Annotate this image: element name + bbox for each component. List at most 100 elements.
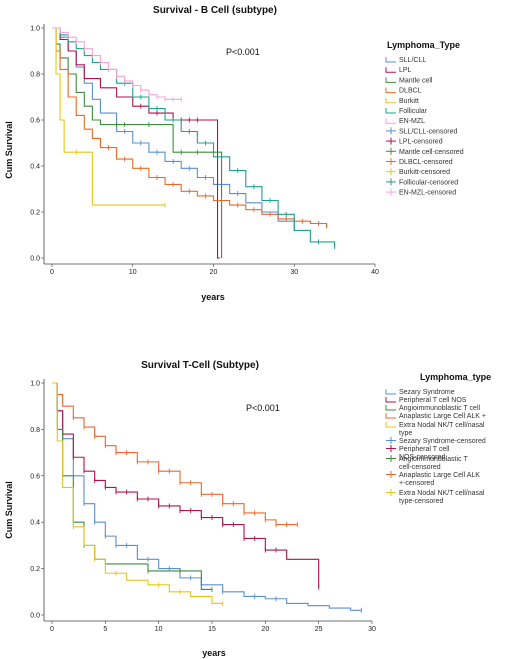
survival-curve-extra-nodal-nk-t-cell-nasal-type (52, 382, 223, 604)
legend-label: Follicular-censored (399, 179, 458, 186)
survival-curve-dlbcl (52, 27, 328, 229)
legend-label: Angioimmunoblastic T (399, 456, 468, 463)
legend-line-swatch (385, 108, 396, 114)
series-extra-nodal-nk-t-cell-nasal-type (52, 382, 224, 606)
survival-curve-sll-cll (52, 27, 295, 231)
legend-label: cell-censored (399, 464, 441, 471)
y-tick-label: 0.4 (30, 520, 40, 527)
legend-label: Sezary Syndrome (399, 389, 455, 396)
legend-label: Peripheral T cell (399, 446, 450, 453)
series-anaplastic-large-cell-alk (52, 382, 298, 528)
legend-entry: LPL (385, 67, 412, 74)
x-tick-label: 5 (103, 626, 107, 633)
legend-entry: Burkitt (385, 97, 419, 105)
legend: SLL/CLL LPL Mantle cell DLBCL Burkitt Follicu… (385, 57, 464, 197)
survival-curve-sezary-syndrome (52, 382, 362, 611)
x-tick-label: 15 (208, 626, 216, 633)
legend-label: Extra Nodal NK/T cell/nasal (399, 422, 485, 429)
legend-entry: SLL/CLL (385, 57, 426, 64)
y-axis-label: Cum Survival (4, 481, 14, 539)
x-tick-label: 30 (368, 626, 376, 633)
legend-label: Extra Nodal NK/T cell/nasal (399, 490, 485, 497)
legend-entry: Burkitt-censored (386, 168, 450, 176)
plot-area: 0 5 10 15 20 25 30 0.0 0.2 0.4 0.6 0.8 1.0 (30, 379, 376, 633)
t-cell-survival-chart: Survival T-Cell (Subtype) P<0.001 years … (4, 360, 491, 658)
series-sezary-syndrome (52, 382, 362, 613)
series-follicular (52, 27, 336, 249)
x-tick-label: 10 (155, 626, 163, 633)
legend-entry: EN-MZL (385, 118, 425, 125)
series-sll-cll (52, 27, 295, 231)
legend-label: type-censored (399, 498, 443, 505)
legend-entry: Sezary Syndrome-censored (386, 437, 486, 445)
legend-line-swatch (385, 397, 396, 403)
legend-entry: Follicular-censored (386, 178, 458, 186)
y-tick-label: 0.8 (30, 72, 40, 79)
legend-line-swatch (385, 405, 396, 411)
y-tick-label: 0.8 (30, 427, 40, 434)
legend-label: EN-MZL-censored (399, 190, 456, 197)
y-tick-label: 1.0 (30, 26, 40, 33)
survival-curve-peripheral-t-cell-nos (52, 382, 320, 588)
legend-label: Burkitt-censored (399, 169, 450, 176)
legend-entry: DLBCL-censored (386, 158, 453, 166)
legend-entry: Anaplastic Large Cell ALK+-censored (386, 471, 480, 487)
legend-label: Mantle cell (399, 77, 433, 84)
x-axis-label: years (201, 292, 225, 302)
legend-entry: LPL-censored (386, 137, 443, 146)
legend-label: Burkitt (399, 98, 419, 105)
legend-entry: Peripheral T cell NOS (385, 397, 467, 404)
survival-curve-follicular (52, 27, 336, 247)
legend-entry: DLBCL (385, 88, 422, 95)
x-tick-label: 20 (261, 626, 269, 633)
x-tick-label: 0 (50, 269, 54, 276)
series-dlbcl (52, 27, 328, 229)
x-tick-label: 0 (50, 626, 54, 633)
legend-line-swatch (385, 57, 396, 63)
legend-line-swatch (385, 77, 396, 83)
legend-entry: Mantle cell-censored (386, 147, 464, 156)
y-tick-label: 0.6 (30, 473, 40, 480)
legend-entry: Follicular (385, 108, 428, 115)
p-value-annotation: P<0.001 (226, 47, 260, 57)
x-tick-label: 30 (290, 269, 298, 276)
legend-label: Angioimmunoblastic T cell (399, 405, 481, 412)
legend-line-swatch (385, 97, 396, 104)
legend-label: DLBCL (399, 88, 422, 95)
legend-title: Lymphoma_type (420, 372, 491, 382)
legend-label: SLL/CLL-censored (399, 128, 457, 135)
legend-entry: Angioimmunoblastic T cell (385, 405, 481, 412)
plot-area: 0 10 20 30 40 0.0 0.2 0.4 0.6 0.8 1.0 (30, 24, 379, 276)
legend-label: LPL-censored (399, 139, 443, 146)
chart-title: Survival - B Cell (subtype) (153, 5, 277, 16)
t-cell-survival-panel: Survival T-Cell (Subtype) P<0.001 years … (0, 350, 520, 659)
b-cell-survival-chart: Survival - B Cell (subtype) P<0.001 year… (4, 5, 464, 302)
legend-label: DLBCL-censored (399, 159, 453, 166)
legend-label: Sezary Syndrome-censored (399, 438, 486, 445)
series-en-mzl (52, 27, 182, 102)
y-tick-label: 0.4 (30, 164, 40, 171)
legend-label: +-censored (399, 480, 434, 487)
y-tick-label: 0.2 (30, 210, 40, 217)
series-burkitt (52, 27, 166, 208)
b-cell-survival-panel: Survival - B Cell (subtype) P<0.001 year… (0, 0, 520, 310)
legend-line-swatch (385, 413, 396, 419)
p-value-annotation: P<0.001 (246, 403, 280, 413)
x-axis-label: years (202, 648, 226, 658)
legend-label: Follicular (399, 108, 428, 115)
series-angioimmunoblastic-t-cell (52, 382, 213, 592)
legend-entry: EN-MZL-censored (386, 188, 456, 197)
legend-label: Anaplastic Large Cell ALK (399, 472, 480, 479)
legend-label: Peripheral T cell NOS (399, 397, 467, 404)
x-tick-label: 25 (315, 626, 323, 633)
legend-label: Mantle cell-censored (399, 149, 464, 156)
y-tick-label: 0.2 (30, 566, 40, 573)
legend-label: EN-MZL (399, 118, 425, 125)
legend-entry: Sezary Syndrome (385, 389, 455, 396)
x-tick-label: 20 (210, 269, 218, 276)
